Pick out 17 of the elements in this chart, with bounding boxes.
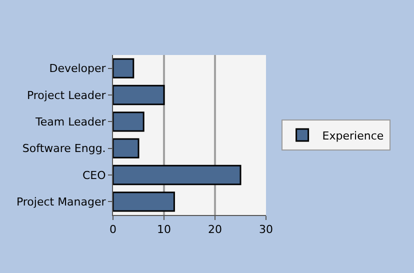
bar	[113, 138, 140, 158]
y-tick-label: Developer	[49, 62, 106, 76]
y-tick-label: Team Leader	[34, 116, 106, 129]
x-tick-label: 0	[110, 223, 116, 236]
bar	[113, 192, 175, 212]
bar	[113, 164, 242, 186]
bar	[113, 112, 144, 132]
bar	[113, 84, 165, 106]
y-tick-label: CEO	[82, 168, 106, 182]
x-tick-label: 10	[157, 223, 171, 236]
y-tick-label: Software Engg.	[22, 142, 106, 156]
legend-label: Experience	[322, 129, 384, 142]
bar	[113, 58, 134, 78]
x-tick-label: 20	[208, 223, 222, 236]
x-tick-label: 30	[259, 223, 273, 236]
y-tick-label: Project Manager	[16, 196, 106, 209]
y-tick-label: Project Leader	[26, 88, 106, 102]
